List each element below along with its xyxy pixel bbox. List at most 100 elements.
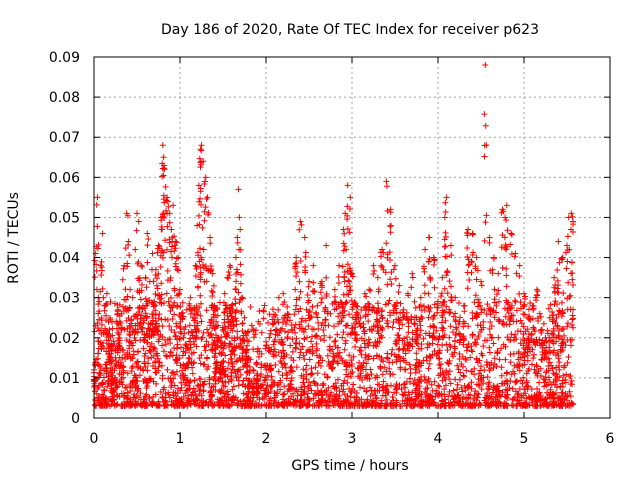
data-point bbox=[309, 350, 316, 357]
data-point bbox=[403, 334, 410, 341]
data-point bbox=[99, 402, 106, 409]
data-point bbox=[250, 346, 257, 353]
data-point bbox=[162, 183, 169, 190]
data-point bbox=[275, 319, 282, 326]
data-point bbox=[382, 269, 389, 276]
data-point bbox=[534, 363, 541, 370]
data-point bbox=[475, 391, 482, 398]
data-point bbox=[139, 326, 146, 333]
data-point bbox=[306, 278, 312, 285]
data-point bbox=[504, 369, 511, 376]
data-point bbox=[456, 351, 463, 358]
data-point bbox=[537, 402, 544, 409]
data-point bbox=[261, 302, 268, 309]
data-point bbox=[268, 373, 275, 380]
data-point bbox=[260, 308, 267, 315]
data-point bbox=[483, 358, 490, 365]
data-point bbox=[389, 394, 396, 400]
data-point bbox=[294, 269, 301, 276]
data-point bbox=[382, 392, 389, 399]
data-point bbox=[142, 310, 149, 317]
data-point bbox=[96, 369, 103, 376]
data-point bbox=[353, 337, 360, 344]
data-point bbox=[220, 367, 227, 374]
data-point bbox=[544, 402, 551, 409]
data-point bbox=[383, 240, 390, 247]
data-point bbox=[303, 306, 310, 313]
data-point bbox=[258, 382, 265, 389]
data-point bbox=[296, 226, 303, 233]
data-point bbox=[204, 366, 211, 373]
data-point bbox=[143, 330, 150, 337]
data-point bbox=[292, 286, 299, 293]
data-point bbox=[281, 328, 288, 335]
data-point bbox=[183, 387, 190, 394]
data-point bbox=[194, 308, 201, 315]
data-point bbox=[555, 335, 562, 342]
data-point bbox=[561, 396, 568, 403]
data-point bbox=[513, 318, 520, 325]
data-point bbox=[173, 357, 180, 364]
data-point bbox=[464, 232, 471, 239]
data-point bbox=[392, 275, 399, 282]
data-point bbox=[150, 352, 157, 359]
data-point bbox=[344, 203, 351, 210]
data-point bbox=[505, 309, 512, 316]
data-point bbox=[393, 358, 400, 365]
data-point bbox=[392, 386, 399, 393]
data-point bbox=[287, 364, 294, 371]
data-point bbox=[397, 358, 404, 365]
data-point bbox=[567, 270, 574, 277]
data-point bbox=[177, 324, 184, 331]
data-point bbox=[429, 322, 436, 329]
data-point bbox=[180, 372, 187, 379]
data-point bbox=[395, 346, 402, 353]
data-point bbox=[208, 317, 215, 324]
data-point bbox=[369, 307, 376, 314]
data-point bbox=[261, 387, 268, 394]
data-point bbox=[324, 373, 331, 380]
data-point bbox=[439, 274, 446, 281]
data-point bbox=[416, 368, 423, 375]
data-point bbox=[446, 357, 453, 364]
data-point bbox=[154, 275, 161, 282]
data-point bbox=[389, 346, 396, 353]
data-point bbox=[118, 363, 125, 370]
data-point bbox=[491, 296, 498, 303]
data-point bbox=[221, 341, 228, 348]
data-point bbox=[244, 355, 251, 362]
data-point bbox=[481, 111, 488, 118]
data-point bbox=[512, 250, 519, 257]
data-point bbox=[474, 394, 481, 401]
data-point bbox=[160, 196, 167, 203]
data-point bbox=[547, 349, 554, 356]
data-point bbox=[227, 264, 234, 271]
data-point bbox=[162, 316, 169, 323]
data-point bbox=[141, 376, 148, 383]
data-point bbox=[281, 383, 288, 390]
data-point bbox=[411, 298, 418, 305]
data-point bbox=[262, 376, 269, 383]
data-point bbox=[431, 378, 438, 385]
data-point bbox=[302, 366, 309, 373]
data-point bbox=[205, 211, 212, 218]
data-point bbox=[141, 359, 148, 366]
data-point bbox=[557, 401, 564, 408]
data-point bbox=[239, 327, 246, 334]
data-point bbox=[185, 382, 192, 389]
data-point bbox=[546, 359, 553, 366]
data-point bbox=[542, 399, 549, 406]
data-point bbox=[460, 341, 467, 348]
data-point bbox=[488, 393, 495, 400]
data-point bbox=[558, 313, 565, 320]
data-point bbox=[207, 262, 214, 269]
data-point bbox=[508, 230, 515, 237]
data-point bbox=[332, 380, 339, 387]
data-point bbox=[111, 367, 118, 374]
data-point bbox=[502, 313, 509, 320]
data-point bbox=[513, 307, 520, 314]
data-point bbox=[503, 217, 510, 224]
data-point bbox=[170, 369, 177, 376]
x-tick-label: 1 bbox=[176, 431, 185, 447]
data-point bbox=[94, 397, 101, 404]
